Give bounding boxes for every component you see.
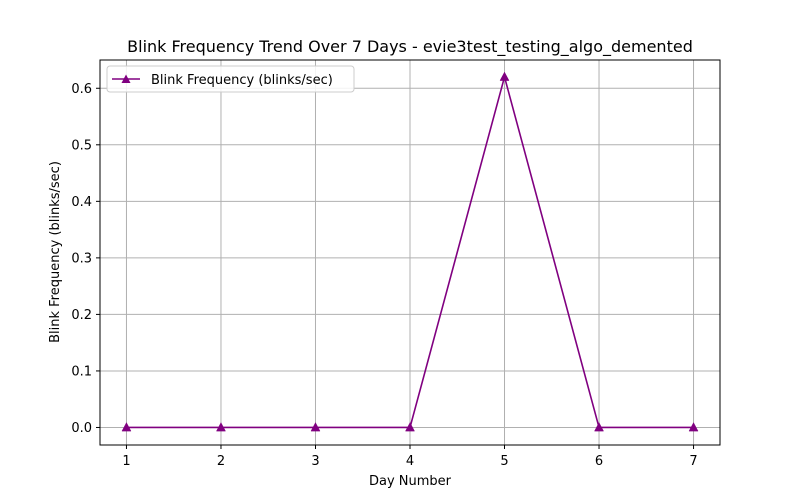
- y-tick-label: 0.5: [71, 138, 92, 153]
- x-axis-label: Day Number: [369, 474, 452, 489]
- data-point: [405, 422, 415, 432]
- x-tick-label: 3: [311, 454, 319, 469]
- data-point: [499, 71, 510, 81]
- legend-label: Blink Frequency (blinks/sec): [151, 73, 333, 88]
- legend: Blink Frequency (blinks/sec): [106, 65, 355, 93]
- x-tick-label: 2: [217, 454, 225, 469]
- x-tick-label: 7: [689, 454, 697, 469]
- chart-title: Blink Frequency Trend Over 7 Days - evie…: [127, 37, 693, 57]
- x-tick-label: 5: [500, 454, 508, 469]
- data-point: [310, 422, 321, 432]
- y-tick-label: 0.1: [71, 364, 92, 379]
- data-point: [594, 422, 604, 432]
- legend-box: [106, 65, 355, 93]
- y-axis: 0.0 0.1 0.2 0.3 0.4 0.5 0.6: [71, 82, 100, 436]
- y-axis-label: Blink Frequency (blinks/sec): [48, 161, 63, 343]
- data-point: [688, 422, 699, 432]
- y-tick-label: 0.3: [71, 251, 92, 266]
- y-tick-label: 0.0: [71, 421, 92, 436]
- x-tick-label: 4: [406, 454, 414, 469]
- y-tick-label: 0.2: [71, 308, 92, 323]
- y-tick-label: 0.6: [71, 82, 92, 97]
- data-point: [121, 422, 132, 432]
- series-layer: [121, 71, 699, 432]
- x-tick-label: 1: [122, 454, 130, 469]
- y-tick-label: 0.4: [71, 195, 92, 210]
- grid: [100, 60, 720, 445]
- legend-marker-triangle: [121, 74, 131, 83]
- data-point: [216, 422, 226, 432]
- x-axis: 1 2 3 4 5 6 7: [122, 445, 698, 469]
- x-tick-label: 6: [595, 454, 603, 469]
